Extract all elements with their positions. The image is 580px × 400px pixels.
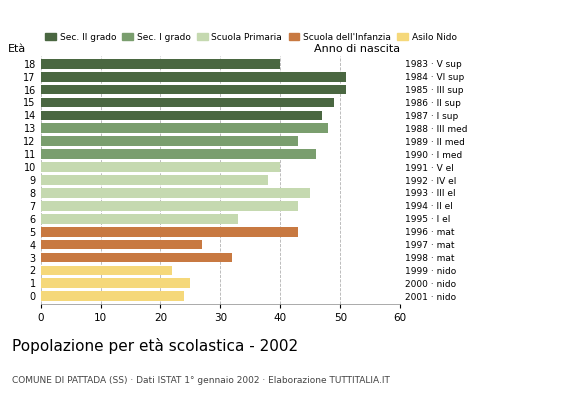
Bar xyxy=(41,85,346,94)
Bar xyxy=(41,240,202,250)
Bar xyxy=(41,227,298,236)
Text: Età: Età xyxy=(8,44,27,54)
Bar xyxy=(41,266,172,275)
Bar xyxy=(41,278,190,288)
Bar xyxy=(41,98,334,107)
Bar xyxy=(41,149,316,159)
Bar xyxy=(41,175,269,185)
Bar xyxy=(41,72,346,82)
Bar xyxy=(41,59,280,68)
Bar xyxy=(41,188,310,198)
Bar xyxy=(41,214,238,224)
Bar xyxy=(41,201,298,211)
Text: Popolazione per età scolastica - 2002: Popolazione per età scolastica - 2002 xyxy=(12,338,298,354)
Bar xyxy=(41,253,233,262)
Legend: Sec. II grado, Sec. I grado, Scuola Primaria, Scuola dell'Infanzia, Asilo Nido: Sec. II grado, Sec. I grado, Scuola Prim… xyxy=(45,32,456,42)
Bar xyxy=(41,124,328,133)
Text: Anno di nascita: Anno di nascita xyxy=(314,44,400,54)
Bar xyxy=(41,162,280,172)
Bar xyxy=(41,136,298,146)
Bar xyxy=(41,292,184,301)
Text: COMUNE DI PATTADA (SS) · Dati ISTAT 1° gennaio 2002 · Elaborazione TUTTITALIA.IT: COMUNE DI PATTADA (SS) · Dati ISTAT 1° g… xyxy=(12,376,390,385)
Bar xyxy=(41,110,322,120)
